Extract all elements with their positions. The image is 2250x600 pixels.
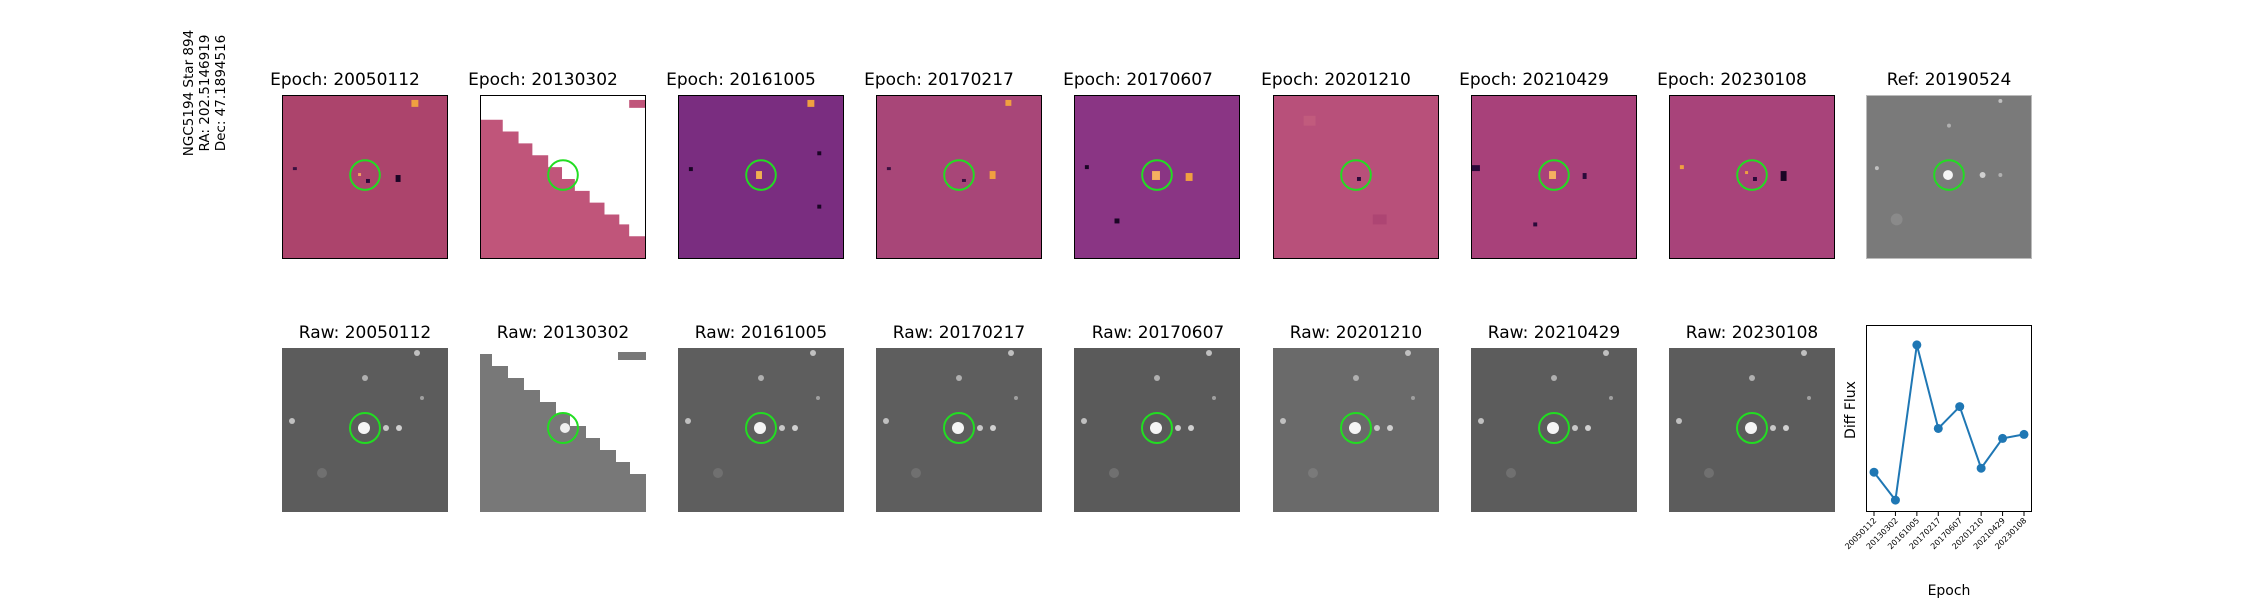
lightcurve-point — [1890, 495, 1900, 505]
lightcurve-series-line — [1873, 344, 2025, 503]
raw-image-7 — [1471, 348, 1637, 512]
raw-image-3 — [678, 348, 844, 512]
target-ra: RA: 202.5146919 — [197, 34, 213, 152]
diff-title-5: Epoch: 20170607 — [1063, 70, 1213, 90]
diff-image-8 — [1669, 95, 1835, 259]
raw-title-1: Raw: 20050112 — [298, 323, 432, 343]
diff-title-6: Epoch: 20201210 — [1261, 70, 1411, 90]
raw-title-5: Raw: 20170607 — [1091, 323, 1225, 343]
ref-title: Ref: 20190524 — [1886, 70, 2012, 90]
lightcurve-point — [1912, 340, 1922, 350]
diff-title-4: Epoch: 20170217 — [864, 70, 1014, 90]
lightcurve-ylabel: Diff Flux — [1843, 381, 1859, 439]
raw-title-8: Raw: 20230108 — [1685, 323, 1819, 343]
lightcurve-point — [2019, 429, 2029, 439]
target-name: NGC5194 Star 894 — [181, 29, 197, 157]
diff-title-1: Epoch: 20050112 — [270, 70, 420, 90]
diff-title-7: Epoch: 20210429 — [1459, 70, 1609, 90]
diff-title-8: Epoch: 20230108 — [1657, 70, 1807, 90]
raw-image-2 — [480, 348, 646, 512]
diff-image-7 — [1471, 95, 1637, 259]
diff-image-4 — [876, 95, 1042, 259]
lightcurve-xlabel: Epoch — [1927, 583, 1971, 599]
lightcurve-point — [1933, 423, 1943, 433]
raw-title-2: Raw: 20130302 — [496, 323, 630, 343]
diff-image-2 — [480, 95, 646, 259]
raw-image-8 — [1669, 348, 1835, 512]
raw-title-4: Raw: 20170217 — [892, 323, 1026, 343]
diff-title-3: Epoch: 20161005 — [666, 70, 816, 90]
lightcurve-point — [1998, 433, 2008, 443]
raw-image-5 — [1074, 348, 1240, 512]
target-label: NGC5194 Star 894 RA: 202.5146919 Dec: 47… — [181, 0, 229, 203]
lightcurve-chart: 2005011220130302201610052017021720170607… — [1843, 340, 2029, 551]
lightcurve-axes — [1866, 325, 2032, 512]
raw-title-3: Raw: 20161005 — [694, 323, 828, 343]
raw-title-7: Raw: 20210429 — [1487, 323, 1621, 343]
diff-image-1 — [282, 95, 448, 259]
lightcurve-point — [1976, 463, 1986, 473]
diff-image-5 — [1074, 95, 1240, 259]
target-dec: Dec: 47.1894516 — [213, 34, 229, 152]
diff-image-3 — [678, 95, 844, 259]
diff-title-2: Epoch: 20130302 — [468, 70, 618, 90]
lightcurve-point — [1869, 467, 1879, 477]
lightcurve-point — [1955, 402, 1965, 412]
diff-image-6 — [1273, 95, 1439, 259]
raw-image-4 — [876, 348, 1042, 512]
raw-image-1 — [282, 348, 448, 512]
ref-image — [1866, 95, 2032, 259]
raw-image-6 — [1273, 348, 1439, 512]
raw-title-6: Raw: 20201210 — [1289, 323, 1423, 343]
